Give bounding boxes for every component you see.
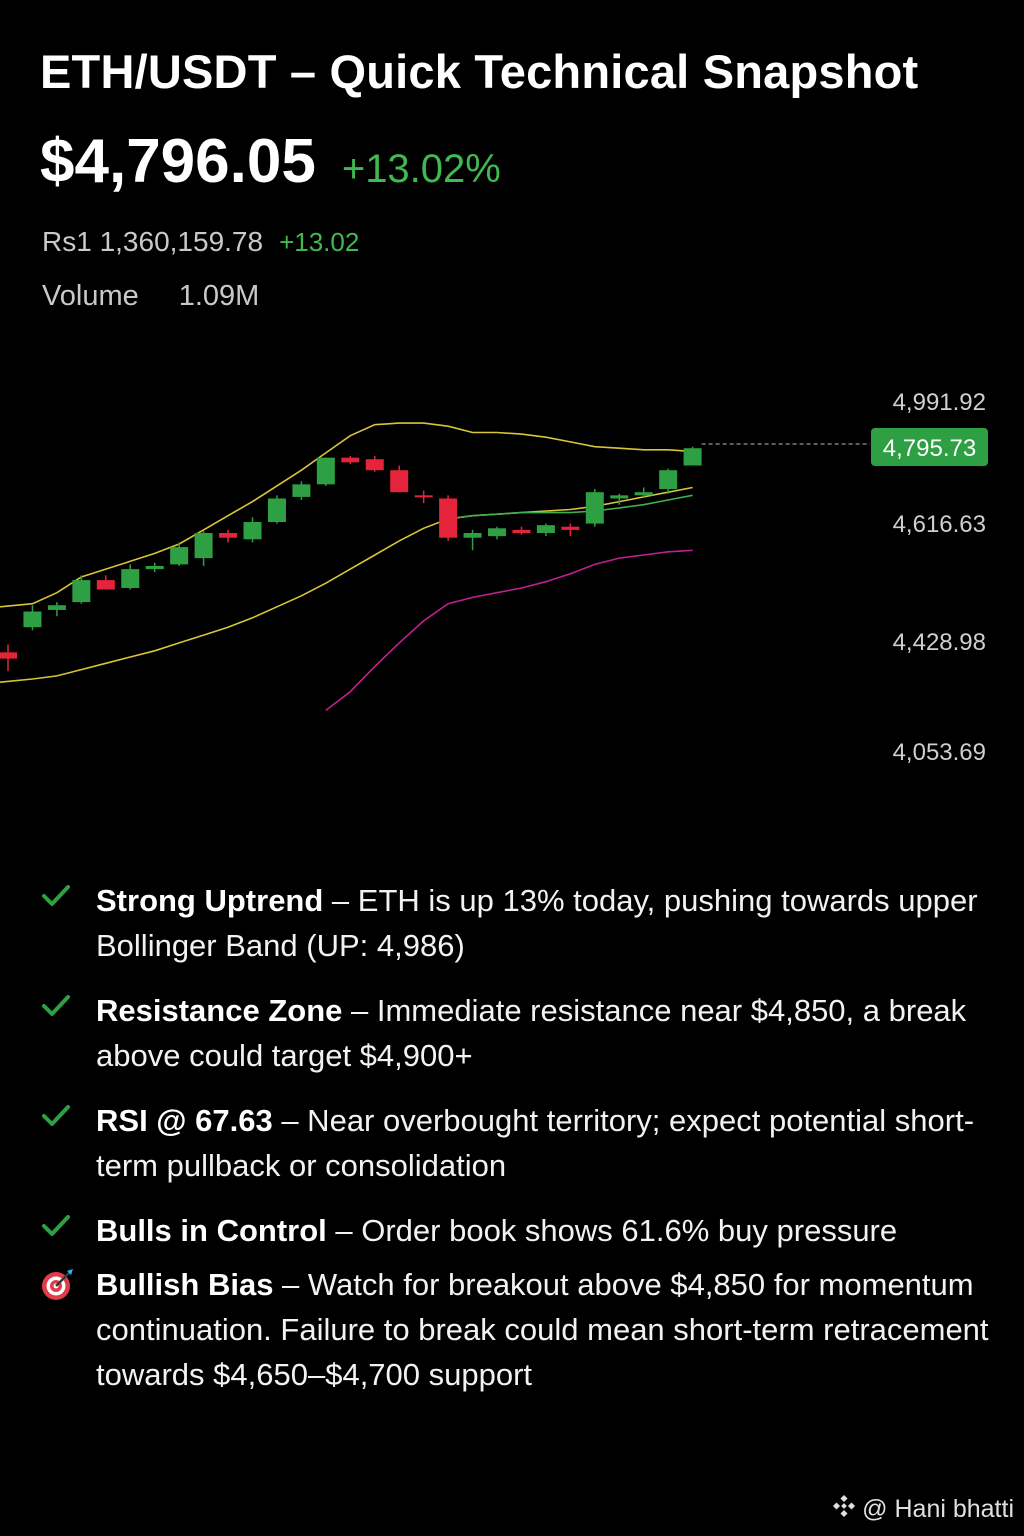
candle-down [390, 470, 409, 493]
candle-down [341, 457, 360, 463]
candle-up [194, 533, 213, 559]
point-text: Resistance Zone – Immediate resistance n… [96, 988, 990, 1078]
volume-row: Volume 1.09M [42, 280, 259, 313]
candle-down [512, 529, 531, 534]
analysis-points: Strong Uptrend – ETH is up 13% today, pu… [40, 878, 990, 1273]
watermark: @ Hani bhatti [832, 1494, 1014, 1525]
point-text: RSI @ 67.63 – Near overbought territory;… [96, 1098, 990, 1188]
check-icon [40, 988, 96, 1078]
upper-bollinger-band [0, 422, 693, 608]
point-text: Bulls in Control – Order book shows 61.6… [96, 1208, 897, 1253]
price-row: $4,796.05 +13.02% [40, 126, 501, 197]
candle-up [23, 611, 42, 628]
price-chart: 4,991.92 4,616.63 4,428.98 4,053.69 4,795.73 [0, 389, 988, 766]
analysis-point: Resistance Zone – Immediate resistance n… [40, 988, 990, 1078]
candle-down [414, 495, 433, 498]
candle-up [488, 528, 506, 537]
binance-logo-icon [832, 1494, 856, 1525]
candle-down [96, 580, 115, 590]
analysis-point: Bulls in Control – Order book shows 61.6… [40, 1208, 990, 1253]
alt-currency-price: Rs1 1,360,159.78 [42, 226, 264, 257]
bias-summary: Bullish Bias – Watch for breakout above … [40, 1262, 1000, 1397]
bias-rest: – Watch for breakout above $4,850 for mo… [96, 1267, 989, 1392]
candle-up [610, 495, 629, 499]
point-rest: – Near overbought territory; expect pote… [96, 1103, 975, 1183]
price-axis-label: 4,053.69 [893, 739, 986, 766]
price-axis-label: 4,991.92 [893, 389, 986, 416]
point-rest: – ETH is up 13% today, pushing towards u… [96, 883, 978, 963]
candle-up [316, 457, 335, 485]
candle-up [683, 448, 702, 466]
candle-up [145, 565, 164, 570]
point-bold: Strong Uptrend [96, 883, 324, 918]
price-axis-label: 4,616.63 [893, 511, 986, 538]
target-icon [40, 1262, 96, 1397]
page-title: ETH/USDT – Quick Technical Snapshot [40, 45, 919, 98]
current-price-tag-label: 4,795.73 [883, 435, 976, 462]
candle-up [463, 533, 482, 538]
check-icon [40, 878, 96, 968]
check-icon [40, 1098, 96, 1188]
candle-up [292, 484, 311, 497]
candle-down [439, 498, 458, 538]
point-bold: Bulls in Control [96, 1213, 327, 1248]
point-bold: Resistance Zone [96, 993, 343, 1028]
alt-currency-change: +13.02 [279, 227, 360, 257]
candle-down [561, 526, 580, 530]
magenta-indicator-line [325, 549, 693, 712]
point-text: Strong Uptrend – ETH is up 13% today, pu… [96, 878, 990, 968]
candle-down [0, 652, 17, 659]
analysis-point: Strong Uptrend – ETH is up 13% today, pu… [40, 878, 990, 968]
point-bold: RSI @ 67.63 [96, 1103, 273, 1138]
candle-up [659, 470, 678, 490]
candle-up [121, 569, 140, 588]
bias-text: Bullish Bias – Watch for breakout above … [96, 1262, 1000, 1397]
alt-currency-row: Rs1 1,360,159.78 +13.02 [42, 226, 359, 258]
point-rest: – Order book shows 61.6% buy pressure [326, 1213, 898, 1248]
candle-up [243, 522, 262, 540]
price-change-percent: +13.02% [341, 147, 501, 191]
bias-bold: Bullish Bias [96, 1267, 274, 1302]
current-price: $4,796.05 [40, 127, 316, 196]
candle-up [585, 492, 604, 524]
candle-up [536, 525, 555, 534]
point-rest: – Immediate resistance near $4,850, a br… [96, 993, 967, 1073]
check-icon [40, 1208, 96, 1253]
candle-down [219, 533, 238, 538]
candle-up [47, 605, 66, 610]
price-axis-label: 4,428.98 [893, 629, 986, 656]
volume-value: 1.09M [178, 280, 260, 312]
middle-band-line [447, 494, 693, 520]
lower-bollinger-band [0, 486, 693, 683]
candle-up [72, 580, 91, 603]
candle-down [365, 459, 384, 471]
watermark-text: @ Hani bhatti [862, 1495, 1014, 1523]
candle-up [170, 547, 189, 565]
analysis-point: RSI @ 67.63 – Near overbought territory;… [40, 1098, 990, 1188]
candle-up [267, 498, 286, 523]
volume-label: Volume [42, 280, 139, 312]
current-price-tag [871, 428, 988, 466]
candle-up [634, 492, 653, 496]
